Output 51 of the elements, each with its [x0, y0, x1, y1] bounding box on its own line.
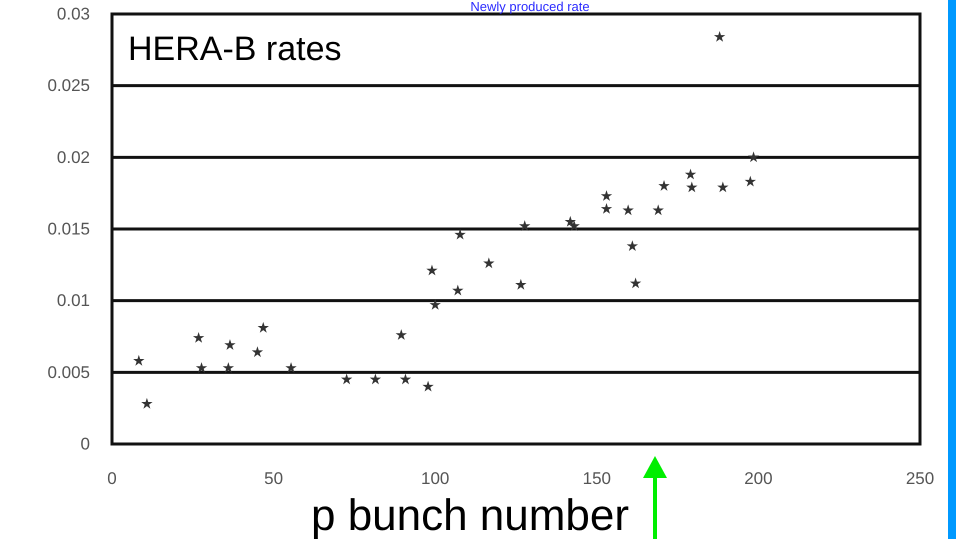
point: [141, 398, 153, 409]
point: [622, 204, 634, 216]
y-tick-label: 0.01: [56, 291, 90, 310]
point: [717, 181, 729, 192]
point: [370, 374, 382, 384]
point: [454, 228, 466, 240]
y-tick-label: 0.025: [47, 76, 90, 96]
x-tick-label: 200: [744, 469, 773, 488]
y-tick-label: 0.03: [56, 4, 90, 24]
point: [630, 278, 642, 288]
x-tick-label: 100: [421, 469, 450, 488]
point: [564, 216, 576, 227]
point: [652, 204, 664, 216]
point: [400, 374, 412, 384]
point: [600, 190, 612, 201]
point: [519, 220, 530, 231]
point: [744, 176, 756, 187]
point: [285, 362, 297, 373]
x-tick-label: 150: [582, 469, 611, 488]
point: [483, 257, 495, 268]
y-tick-label: 0.005: [47, 362, 90, 382]
point: [714, 30, 726, 42]
y-tick-label: 0.015: [47, 219, 90, 238]
point: [192, 332, 204, 343]
point: [686, 181, 698, 192]
point: [658, 180, 670, 191]
point: [422, 380, 434, 392]
point: [426, 264, 438, 276]
point: [133, 354, 145, 366]
point: [196, 362, 208, 373]
point: [515, 278, 527, 290]
point: [340, 374, 352, 384]
annotation: HERA-B rates: [128, 30, 342, 68]
point: [626, 240, 638, 252]
point: [430, 299, 441, 310]
point: [258, 322, 269, 333]
point: [568, 220, 580, 231]
point: [396, 329, 407, 340]
point: [452, 284, 464, 296]
x-tick-label: 0: [107, 469, 117, 488]
point: [684, 168, 696, 180]
point: [222, 362, 234, 373]
point: [252, 346, 264, 358]
y-tick-label: 0: [80, 434, 90, 454]
point: [748, 151, 760, 162]
point: [224, 339, 236, 350]
point: [600, 202, 612, 214]
x-tick-label: 250: [906, 469, 934, 488]
x-tick-label: 50: [264, 469, 284, 488]
y-tick-label: 0.02: [56, 148, 90, 167]
chart-title: Newly produced rate: [470, 0, 590, 14]
